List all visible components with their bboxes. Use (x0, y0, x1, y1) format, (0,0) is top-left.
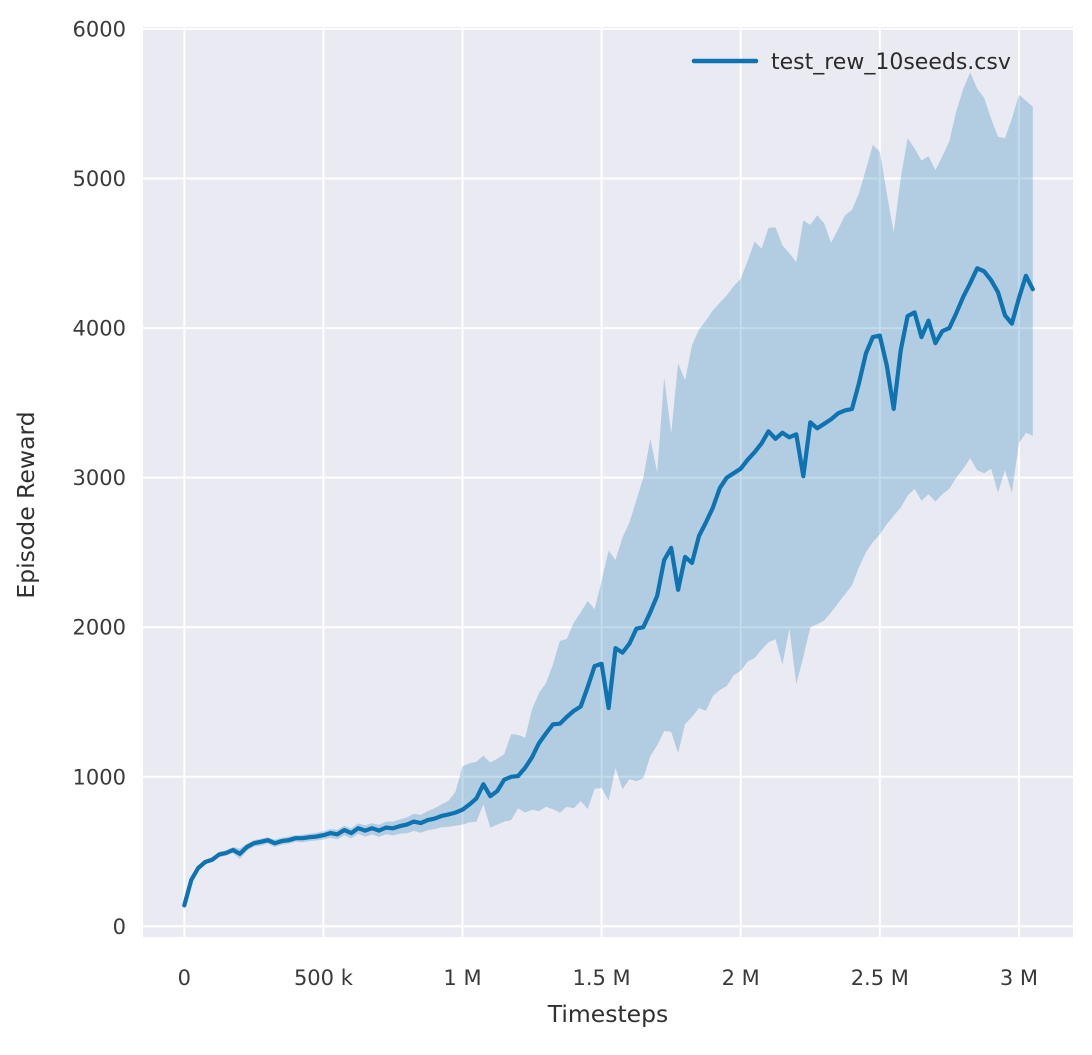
y-tick-label: 2000 (73, 616, 126, 640)
x-tick-label: 3 M (1000, 966, 1038, 990)
y-axis-label: Episode Reward (12, 411, 40, 598)
x-tick-label: 1.5 M (572, 966, 630, 990)
mean-reward-line (182, 266, 1035, 908)
confidence-band (184, 72, 1033, 908)
y-tick-label: 4000 (73, 317, 126, 341)
y-tick-label: 6000 (73, 18, 126, 42)
y-tick-label: 3000 (73, 466, 126, 490)
y-tick-label: 1000 (73, 765, 126, 789)
legend: test_rew_10seeds.csv (691, 50, 1011, 75)
legend-label: test_rew_10seeds.csv (771, 50, 1011, 75)
grid-lines (143, 27, 1073, 937)
x-tick-label: 2 M (722, 966, 760, 990)
x-tick-label: 0 (178, 966, 191, 990)
x-axis-label: Timesteps (547, 1000, 669, 1028)
x-tick-label: 2.5 M (851, 966, 909, 990)
y-tick-label: 0 (113, 915, 126, 939)
y-tick-label: 5000 (73, 167, 126, 191)
x-tick-label: 500 k (294, 966, 354, 990)
y-axis-tick-labels: 0 1000 2000 3000 4000 5000 6000 (73, 18, 126, 939)
x-axis-tick-labels: 0 500 k 1 M 1.5 M 2 M 2.5 M 3 M (178, 966, 1038, 990)
x-tick-label: 1 M (443, 966, 481, 990)
